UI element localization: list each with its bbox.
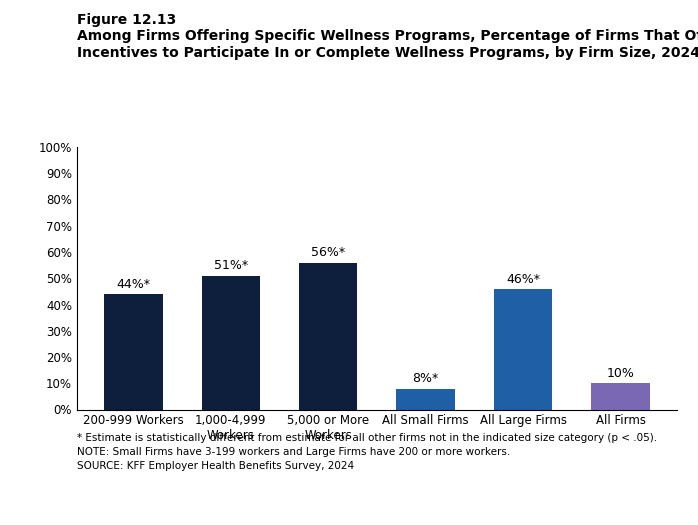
Bar [494,289,552,410]
Bar [396,388,455,410]
Text: 46%*: 46%* [506,272,540,286]
Text: 10%: 10% [607,367,634,380]
Text: 51%*: 51%* [214,259,248,272]
Text: Figure 12.13: Figure 12.13 [77,13,176,27]
Text: NOTE: Small Firms have 3-199 workers and Large Firms have 200 or more workers.: NOTE: Small Firms have 3-199 workers and… [77,447,510,457]
Bar [591,383,650,410]
Text: Incentives to Participate In or Complete Wellness Programs, by Firm Size, 2024: Incentives to Participate In or Complete… [77,46,698,60]
Text: SOURCE: KFF Employer Health Benefits Survey, 2024: SOURCE: KFF Employer Health Benefits Sur… [77,461,354,471]
Text: Among Firms Offering Specific Wellness Programs, Percentage of Firms That Offer: Among Firms Offering Specific Wellness P… [77,29,698,43]
Text: 44%*: 44%* [117,278,150,291]
Bar [202,276,260,410]
Bar [299,262,357,410]
Text: 56%*: 56%* [311,246,346,259]
Text: 8%*: 8%* [413,372,439,385]
Bar [104,294,163,410]
Text: * Estimate is statistically different from estimate for all other firms not in t: * Estimate is statistically different fr… [77,433,657,443]
